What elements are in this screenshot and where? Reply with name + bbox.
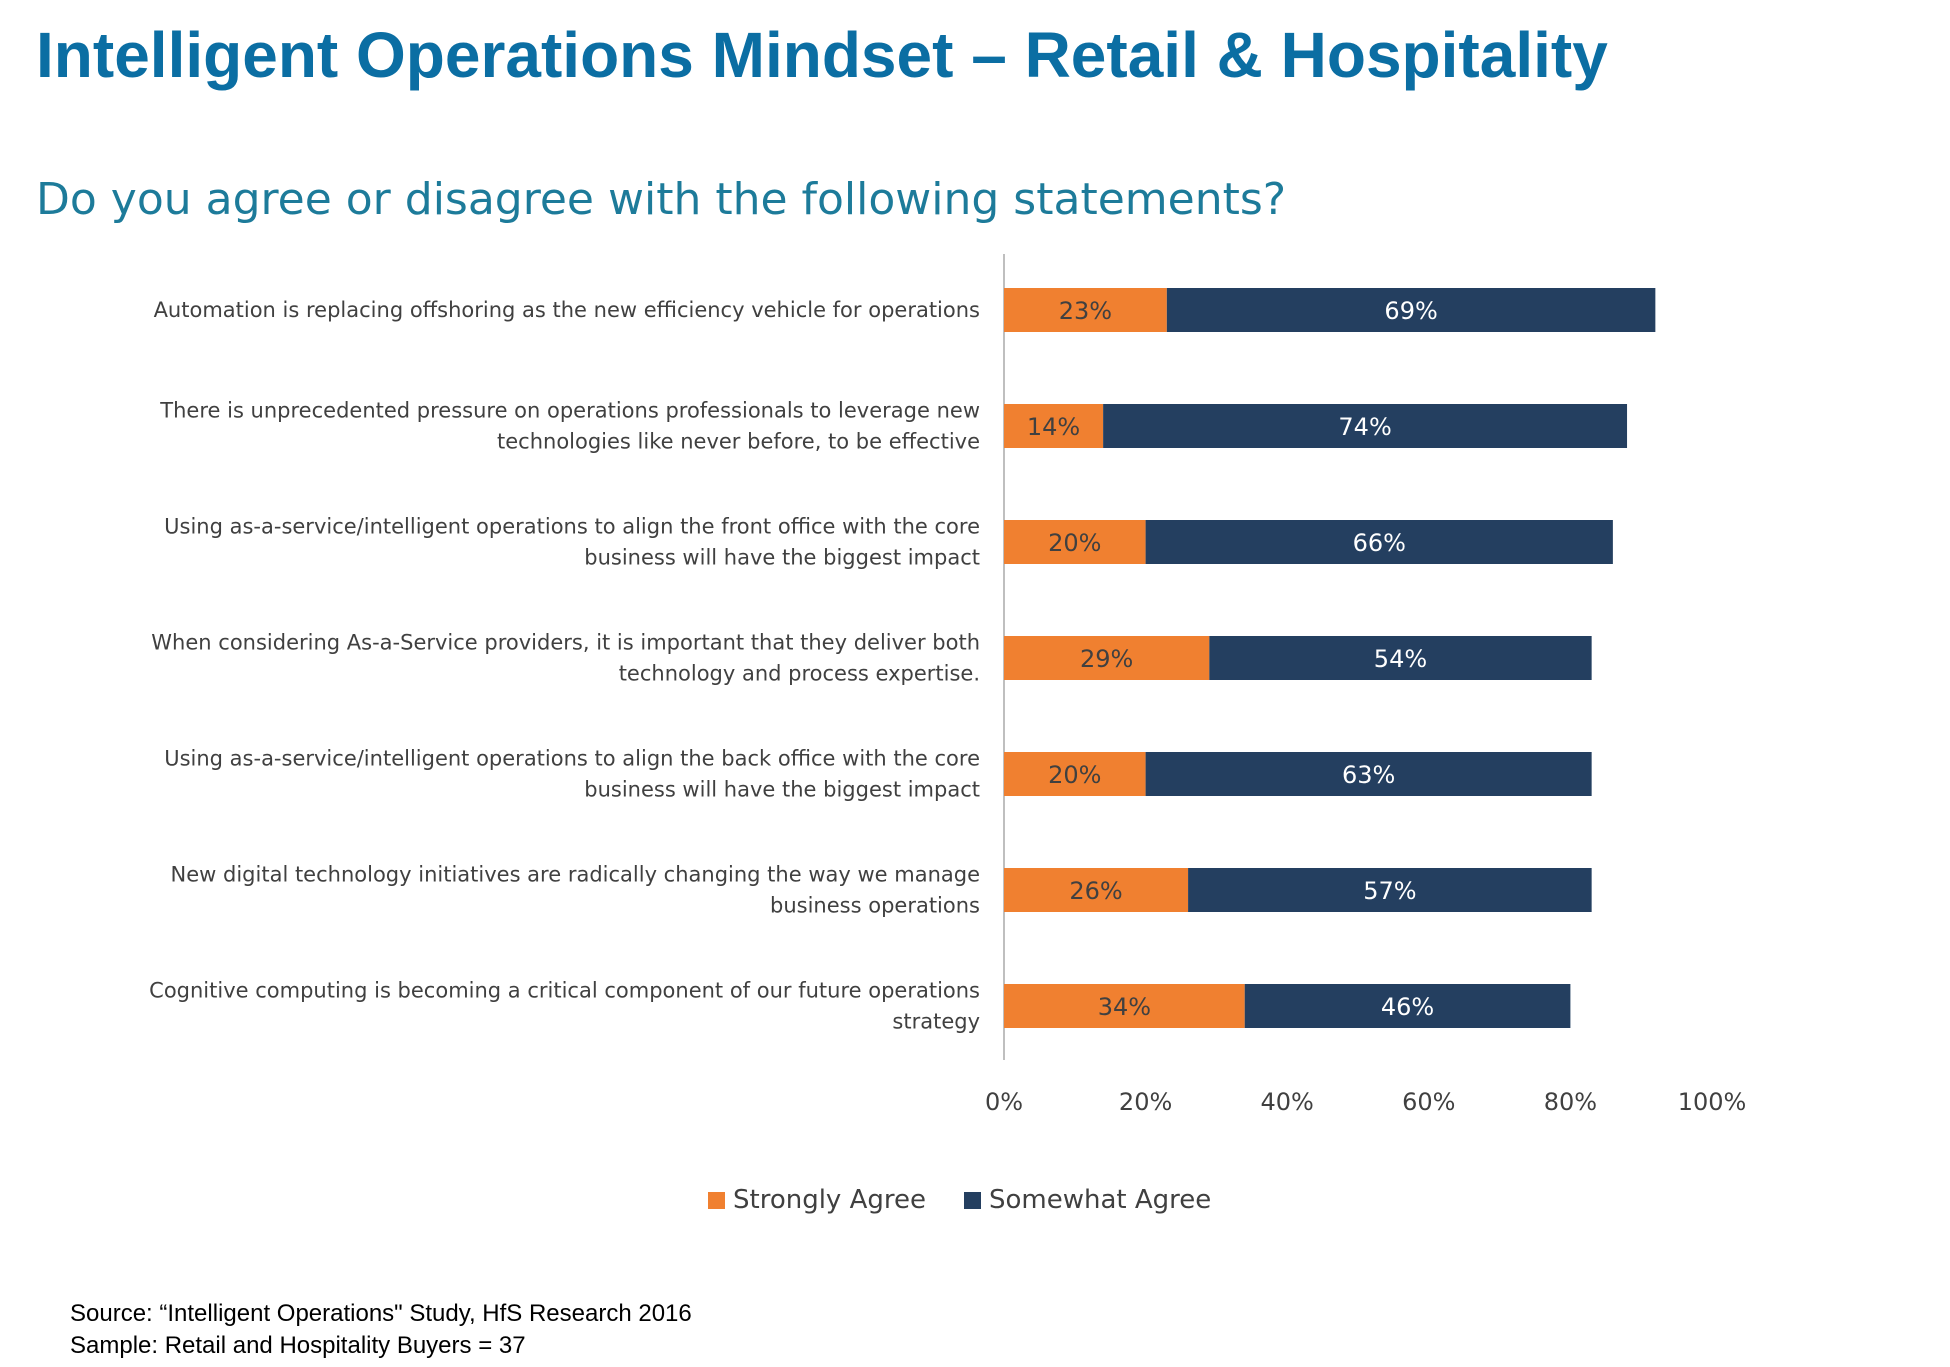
data-label-strongly-agree: 20% — [1048, 761, 1101, 789]
bar-somewhat-agree — [1103, 404, 1628, 448]
bar-strongly-agree — [1004, 404, 1104, 448]
x-tick-label: 60% — [1402, 1088, 1455, 1116]
legend-item-strongly-agree: Strongly Agree — [708, 1185, 926, 1215]
bar-strongly-agree — [1004, 984, 1245, 1028]
source-line: Source: “Intelligent Operations" Study, … — [70, 1300, 692, 1327]
data-label-strongly-agree: 23% — [1059, 297, 1112, 325]
category-label: Cognitive computing is becoming a critic… — [149, 979, 980, 1034]
data-label-strongly-agree: 26% — [1069, 877, 1122, 905]
data-label-somewhat-agree: 54% — [1374, 645, 1427, 673]
legend-swatch-strongly-agree — [708, 1191, 725, 1209]
chart-title: Intelligent Operations Mindset – Retail … — [36, 19, 1608, 91]
data-label-strongly-agree: 20% — [1048, 529, 1101, 557]
data-label-somewhat-agree: 57% — [1363, 877, 1416, 905]
data-label-somewhat-agree: 69% — [1384, 297, 1437, 325]
source-note: Source: “Intelligent Operations" Study, … — [70, 1298, 692, 1362]
legend-item-somewhat-agree: Somewhat Agree — [963, 1185, 1212, 1215]
bar-somewhat-agree — [1166, 288, 1656, 332]
category-label: When considering As-a-Service providers,… — [151, 631, 980, 686]
data-label-somewhat-agree: 46% — [1381, 993, 1434, 1021]
legend-label-somewhat-agree: Somewhat Agree — [988, 1185, 1212, 1215]
data-label-somewhat-agree: 66% — [1353, 529, 1406, 557]
x-tick-label: 80% — [1544, 1088, 1597, 1116]
x-tick-label: 40% — [1261, 1088, 1314, 1116]
data-label-strongly-agree: 34% — [1098, 993, 1151, 1021]
legend: Strongly Agree Somewhat Agree — [708, 1185, 1249, 1215]
x-tick-label: 20% — [1119, 1088, 1172, 1116]
x-tick-label: 100% — [1678, 1088, 1747, 1116]
x-tick-label: 0% — [985, 1088, 1023, 1116]
bar-strongly-agree — [1004, 288, 1167, 332]
bar-somewhat-agree — [1188, 868, 1592, 912]
sample-line: Sample: Retail and Hospitality Buyers = … — [70, 1332, 526, 1359]
bar-strongly-agree — [1004, 868, 1189, 912]
data-label-somewhat-agree: 63% — [1342, 761, 1395, 789]
category-label: There is unprecedented pressure on opera… — [159, 399, 980, 454]
data-label-strongly-agree: 14% — [1027, 413, 1080, 441]
bar-strongly-agree — [1004, 636, 1210, 680]
legend-label-strongly-agree: Strongly Agree — [733, 1185, 926, 1215]
category-label: New digital technology initiatives are r… — [171, 863, 980, 918]
bar-strongly-agree — [1004, 752, 1146, 796]
bar-somewhat-agree — [1209, 636, 1592, 680]
chart-subtitle: Do you agree or disagree with the follow… — [36, 174, 1287, 225]
bar-somewhat-agree — [1145, 520, 1613, 564]
category-label: Automation is replacing offshoring as th… — [154, 298, 980, 322]
legend-swatch-somewhat-agree — [963, 1191, 981, 1209]
data-label-strongly-agree: 29% — [1080, 645, 1133, 673]
stacked-bar-chart: Automation is replacing offshoring as th… — [149, 254, 1747, 1116]
data-label-somewhat-agree: 74% — [1338, 413, 1391, 441]
bar-somewhat-agree — [1145, 752, 1592, 796]
category-label: Using as-a-service/intelligent operation… — [164, 747, 980, 802]
category-label: Using as-a-service/intelligent operation… — [164, 515, 980, 570]
bar-somewhat-agree — [1244, 984, 1571, 1028]
bar-strongly-agree — [1004, 520, 1146, 564]
